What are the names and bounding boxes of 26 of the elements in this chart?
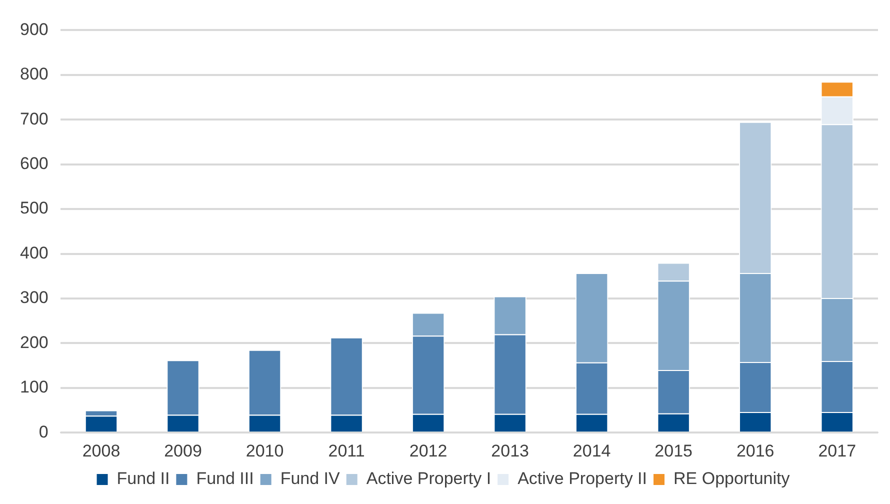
y-tick-label: 900 [20,20,48,39]
y-tick-label: 0 [38,422,48,442]
legend-label: Active Property II [518,469,648,488]
x-tick-label: 2015 [654,441,693,460]
y-tick-label: 500 [20,198,48,218]
x-tick-label: 2010 [246,441,284,460]
x-tick-label: 2009 [164,441,202,460]
y-tick-label: 200 [20,332,48,352]
y-tick-label: 600 [20,154,48,174]
y-tick-label: 400 [20,243,48,262]
legend-label: RE Opportunity [674,469,790,488]
legend-label: Active Property I [366,469,492,488]
y-tick-label: 700 [20,109,48,128]
x-tick-label: 2013 [491,441,529,460]
x-tick-label: 2008 [82,441,120,460]
legend-label: Fund IV [280,469,341,488]
x-tick-label: 2014 [572,441,611,460]
x-tick-label: 2012 [409,441,448,460]
y-tick-label: 100 [20,378,48,397]
legend-label: Fund III [196,469,254,488]
y-tick-label: 300 [20,288,48,308]
legend-label: Fund II [116,469,170,488]
x-tick-label: 2011 [328,441,365,460]
y-tick-label: 800 [20,64,48,84]
x-tick-label: 2017 [818,441,856,460]
x-tick-label: 2016 [736,441,774,460]
